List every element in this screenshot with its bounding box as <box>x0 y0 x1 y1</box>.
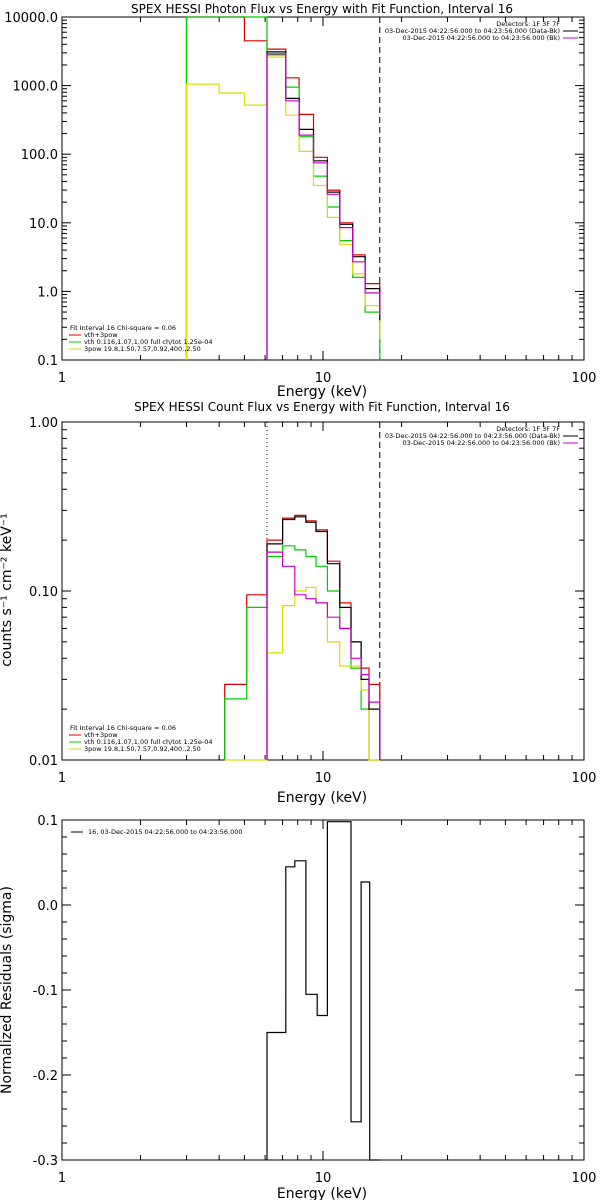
y-tick-label: 10.0 <box>29 217 58 232</box>
legend-entry-top-right: Detectors: 1F 3F 7F <box>496 20 560 28</box>
y-tick-label: 10000.0 <box>4 11 58 26</box>
photon-flux-series <box>185 16 381 360</box>
y-tick-label: -0.3 <box>33 1154 58 1169</box>
legend-entry-bottom-left: Fit Interval 16 Chi-square = 0.06 <box>70 724 176 732</box>
legend-entry-bottom-left: vth 0.116,1.07,1.00 full ch/tot 1.25e-04 <box>84 338 213 346</box>
legend-entry-top-right: 03-Dec-2015 04:22:56.000 to 04:23:56.000… <box>385 432 560 440</box>
y-tick-label: 0.1 <box>37 354 58 369</box>
series-line-3pow <box>185 56 381 360</box>
y-tick-label: 100.0 <box>21 148 58 163</box>
residuals-plot-frame <box>61 819 585 1161</box>
count-flux-series <box>224 422 381 761</box>
series-line-vth <box>185 16 381 360</box>
series-line-vth-3pow <box>224 514 381 760</box>
x-tick-label: 100 <box>572 771 597 786</box>
count-flux-ticks: 1 10 100 0.01 0.10 1.00 <box>29 416 596 786</box>
y-tick-label: 0.1 <box>37 814 58 829</box>
photon-flux-xlabel: Energy (keV) <box>277 384 367 400</box>
x-tick-label: 10 <box>315 1171 332 1186</box>
series-line-vth-3pow <box>185 16 381 360</box>
residuals-legend: 16, 03-Dec-2015 04:22:56.000 to 04:23:56… <box>71 828 243 836</box>
x-tick-label: 10 <box>315 371 332 386</box>
series-line-vth <box>224 545 380 761</box>
legend-entry-bottom-left: vth+3pow <box>84 731 118 739</box>
x-tick-label: 100 <box>572 1171 597 1186</box>
photon-flux-ticks: 1 10 100 0.1 1.0 10.0 100.0 1000.0 10000.0 <box>4 11 596 386</box>
residuals-series <box>266 821 380 1161</box>
series-line-3pow <box>224 586 380 761</box>
legend-entry-bottom-left: Fit Interval 16 Chi-square = 0.06 <box>70 324 176 332</box>
count-flux-ylabel: counts s⁻¹ cm⁻² keV⁻¹ <box>0 513 15 667</box>
legend-entry-top-right: 03-Dec-2015 04:22:56.000 to 04:23:56.000… <box>385 27 560 35</box>
y-tick-label: 1000.0 <box>13 80 59 95</box>
y-tick-label: 1.0 <box>37 285 58 300</box>
y-tick-label: 0.10 <box>29 585 58 600</box>
series-line-bk <box>266 53 381 360</box>
photon-flux-title: SPEX HESSI Photon Flux vs Energy with Fi… <box>131 2 513 16</box>
x-tick-label: 1 <box>58 1171 66 1186</box>
count-flux-title: SPEX HESSI Count Flux vs Energy with Fit… <box>134 400 510 414</box>
residuals-ticks: 1 10 100 -0.3 -0.2 -0.1 0.0 0.1 <box>33 814 597 1186</box>
legend-entry: 16, 03-Dec-2015 04:22:56.000 to 04:23:56… <box>88 828 243 836</box>
count-flux-plot-frame <box>61 421 585 761</box>
legend-entry-bottom-left: vth 0.116,1.07,1.00 full ch/tot 1.25e-04 <box>84 738 213 746</box>
count-flux-xlabel: Energy (keV) <box>277 790 367 806</box>
legend-entry-bottom-left: vth+3pow <box>84 331 118 339</box>
legend-entry-top-right: 03-Dec-2015 04:22:56.000 to 04:23:56.000… <box>403 439 561 447</box>
legend-entry-bottom-left: 3pow 19.8,1.50,7.57,0.92,400.,2.50 <box>84 745 201 753</box>
y-tick-label: 0.0 <box>37 899 58 914</box>
photon-flux-plot-frame <box>61 16 585 361</box>
residuals-panel: 1 10 100 -0.3 -0.2 -0.1 0.0 0.1 Energy (keV) No… <box>0 814 596 1200</box>
x-tick-label: 1 <box>58 371 66 386</box>
count-flux-panel: SPEX HESSI Count Flux vs Energy with Fit… <box>0 400 596 806</box>
y-tick-label: -0.1 <box>33 984 58 999</box>
residuals-xlabel: Energy (keV) <box>277 1186 367 1200</box>
series-line-residual <box>266 821 380 1161</box>
legend-entry-bottom-left: 3pow 19.8,1.50,7.57,0.92,400.,2.50 <box>84 345 201 353</box>
y-tick-label: -0.2 <box>33 1069 58 1084</box>
y-tick-label: 1.00 <box>29 416 58 431</box>
series-line-data-bk <box>266 516 381 760</box>
series-line-bk <box>266 551 381 760</box>
legend-entry-top-right: 03-Dec-2015 04:22:56.000 to 04:23:56.000… <box>403 34 561 42</box>
y-tick-label: 0.01 <box>29 754 58 769</box>
series-line-data-bk <box>266 51 381 360</box>
x-tick-label: 1 <box>58 771 66 786</box>
legend-entry-top-right: Detectors: 1F 3F 7F <box>496 425 560 433</box>
x-tick-label: 100 <box>572 371 597 386</box>
photon-flux-panel: SPEX HESSI Photon Flux vs Energy with Fi… <box>4 2 596 400</box>
residuals-ylabel: Normalized Residuals (sigma) <box>0 886 15 1094</box>
x-tick-label: 10 <box>315 771 332 786</box>
